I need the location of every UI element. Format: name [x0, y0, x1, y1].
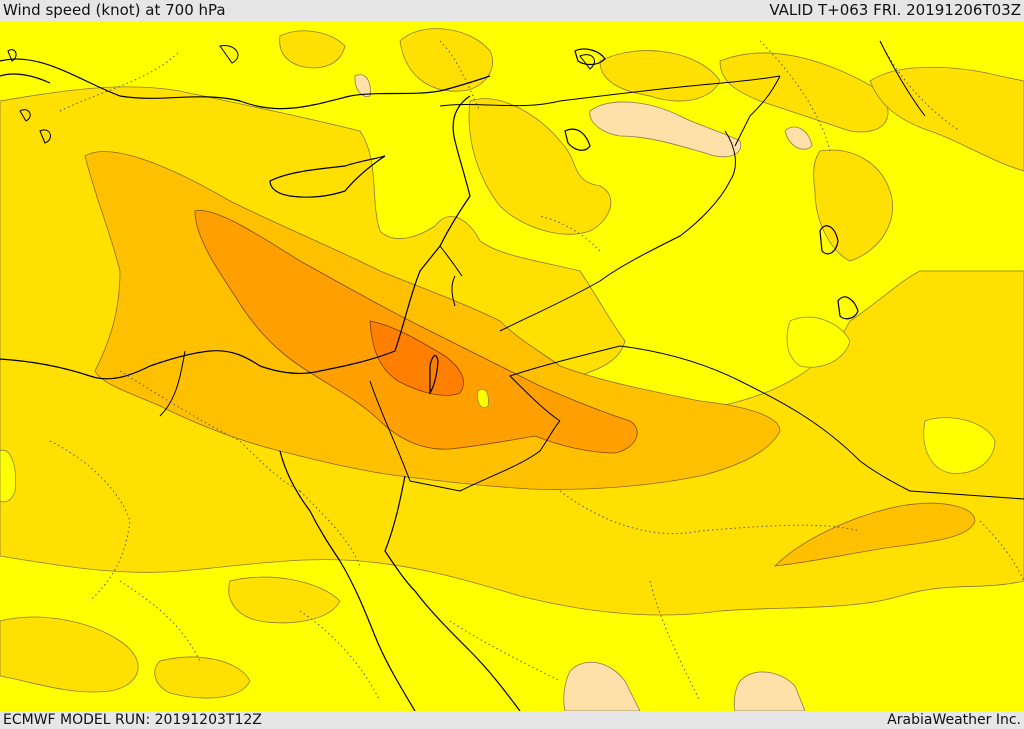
national-borders — [159, 40, 1024, 500]
field-weakest — [354, 74, 813, 711]
model-run: ECMWF MODEL RUN: 20191203T12Z — [3, 712, 262, 728]
map-title: Wind speed (knot) at 700 hPa — [3, 1, 226, 19]
islands — [7, 45, 595, 144]
coastlines — [0, 48, 859, 711]
field-strongest — [369, 320, 464, 396]
footer-bar: ECMWF MODEL RUN: 20191203T12Z ArabiaWeat… — [0, 711, 1024, 729]
field-light-patches — [0, 316, 996, 503]
admin-boundaries — [49, 40, 1024, 702]
header-bar: Wind speed (knot) at 700 hPa VALID T+063… — [0, 0, 1024, 21]
valid-time: VALID T+063 FRI. 20191206T03Z — [769, 1, 1021, 19]
credit: ArabiaWeather Inc. — [887, 712, 1021, 728]
wind-speed-map — [0, 21, 1024, 711]
